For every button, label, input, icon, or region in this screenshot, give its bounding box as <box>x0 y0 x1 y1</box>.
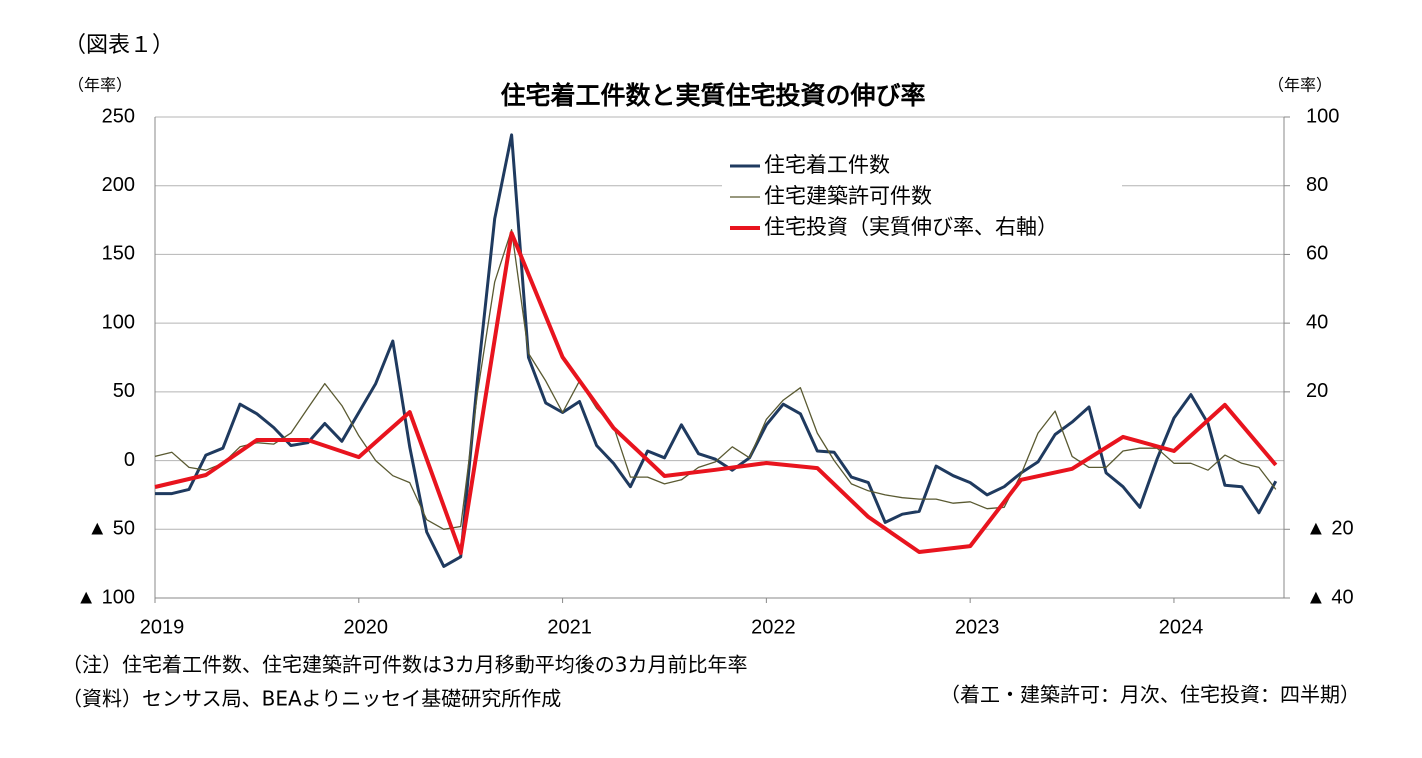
y-tick-label: 250 <box>102 105 135 127</box>
x-tick-label: 2023 <box>955 616 1000 638</box>
legend-label: 住宅投資（実質伸び率、右軸） <box>764 215 1058 239</box>
y2-tick-label: ▲ 40 <box>1306 586 1354 608</box>
y2-tick-label: 60 <box>1306 243 1328 265</box>
y2-tick-label: 80 <box>1306 174 1328 196</box>
series-line <box>154 229 1277 530</box>
note: （注）住宅着工件数、住宅建築許可件数は3カ月移動平均後の3カ月前比年率 <box>62 653 747 677</box>
y-tick-label: 200 <box>102 174 135 196</box>
y2-tick-label: 40 <box>1306 311 1328 333</box>
legend-label: 住宅建築許可件数 <box>764 184 932 208</box>
y-tick-label: 150 <box>102 243 135 265</box>
x-tick-label: 2022 <box>751 616 796 638</box>
legend-box <box>722 150 1122 248</box>
y2-tick-label: 20 <box>1306 380 1328 402</box>
x-tick-label: 2021 <box>547 616 592 638</box>
y2-tick-label: 100 <box>1306 105 1339 127</box>
y-tick-label: ▲ 50 <box>87 518 135 540</box>
chart-title: 住宅着工件数と実質住宅投資の伸び率 <box>500 81 925 110</box>
figure-label: （図表１） <box>64 32 174 57</box>
y-axis-label: （年率） <box>68 76 132 95</box>
series-line <box>155 133 1278 568</box>
series-line <box>154 231 1278 555</box>
y-tick-label: 100 <box>102 311 135 333</box>
x-tick-label: 2020 <box>344 616 389 638</box>
footer: （着工・建築許可：月次、住宅投資：四半期） <box>940 683 1360 707</box>
legend-label: 住宅着工件数 <box>764 153 890 177</box>
y2-axis-label: （年率） <box>1268 76 1332 95</box>
y-tick-label: 50 <box>113 380 135 402</box>
y-tick-label: ▲ 100 <box>76 586 135 608</box>
source: （資料）センサス局、BEAよりニッセイ基礎研究所作成 <box>62 687 561 711</box>
y-tick-label: 0 <box>124 449 135 471</box>
y2-tick-label: ▲ 20 <box>1306 518 1354 540</box>
x-tick-label: 2024 <box>1159 616 1204 638</box>
x-tick-label: 2019 <box>140 616 185 638</box>
